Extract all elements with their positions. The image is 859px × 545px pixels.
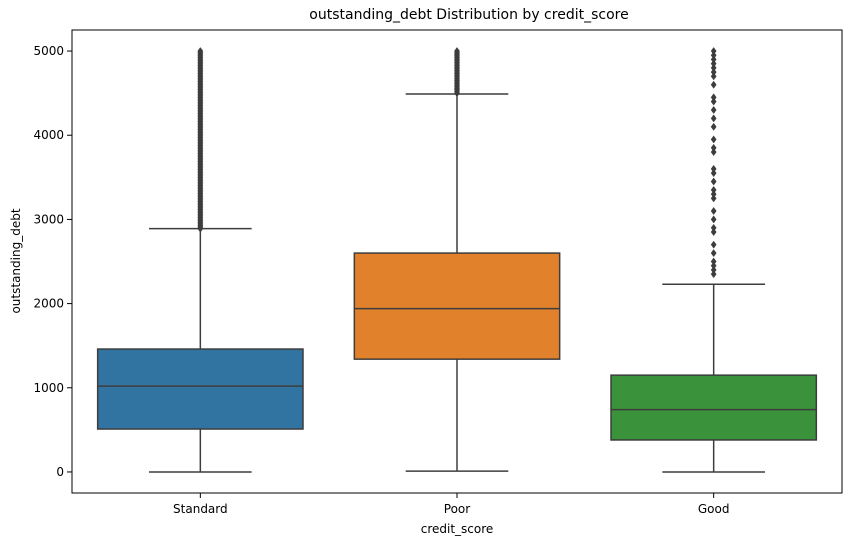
y-tick-label: 2000 (33, 297, 64, 311)
iqr-box (96, 348, 304, 430)
outlier-point (710, 59, 717, 68)
y-tick-label: 0 (56, 465, 64, 479)
x-axis-label: credit_score (421, 522, 494, 536)
outlier-point (710, 47, 717, 56)
outlier-point (710, 93, 717, 102)
x-tick-label: Poor (444, 502, 470, 516)
outlier-point (710, 68, 717, 77)
x-axis: Standard Poor Good (173, 493, 729, 516)
y-tick-label: 1000 (33, 381, 64, 395)
y-tick-label: 5000 (33, 44, 64, 58)
outlier-point (710, 114, 717, 123)
outlier-point (197, 47, 204, 56)
outlier-point (710, 228, 717, 237)
outlier-point (710, 105, 717, 114)
outlier-point (710, 122, 717, 131)
y-axis: 0 1000 2000 3000 4000 5000 (33, 44, 72, 479)
outlier-point (710, 177, 717, 186)
outlier-point (710, 215, 717, 224)
outlier-point (710, 80, 717, 89)
outlier-point (710, 223, 717, 232)
plot-area (96, 47, 818, 473)
outlier-point (710, 97, 717, 106)
y-tick-label: 3000 (33, 212, 64, 226)
outlier-point (710, 63, 717, 72)
outlier-point (710, 169, 717, 178)
outlier-point (710, 143, 717, 152)
outlier-point (710, 55, 717, 64)
box-good (610, 47, 818, 473)
outlier-point (710, 240, 717, 249)
outlier-point (710, 194, 717, 203)
outlier-point (710, 190, 717, 199)
iqr-box (610, 374, 818, 441)
outlier-point (710, 249, 717, 258)
outlier-point (454, 47, 460, 56)
box-standard (96, 47, 304, 473)
outlier-point (710, 135, 717, 144)
iqr-box (353, 252, 561, 360)
y-tick-label: 4000 (33, 128, 64, 142)
outlier-point (710, 270, 717, 279)
x-tick-label: Standard (173, 502, 228, 516)
outlier-point (710, 261, 717, 270)
chart-title: outstanding_debt Distribution by credit_… (309, 7, 628, 23)
outlier-point (710, 257, 717, 266)
outlier-point (710, 206, 717, 216)
y-axis-label: outstanding_debt (9, 208, 23, 313)
outlier-point (710, 51, 717, 60)
outlier-point (710, 185, 717, 194)
outlier-point (710, 265, 717, 274)
box-poor (353, 47, 561, 472)
x-tick-label: Good (698, 502, 730, 516)
outlier-point (710, 72, 717, 81)
outlier-point (710, 148, 717, 157)
outlier-point (710, 164, 717, 173)
